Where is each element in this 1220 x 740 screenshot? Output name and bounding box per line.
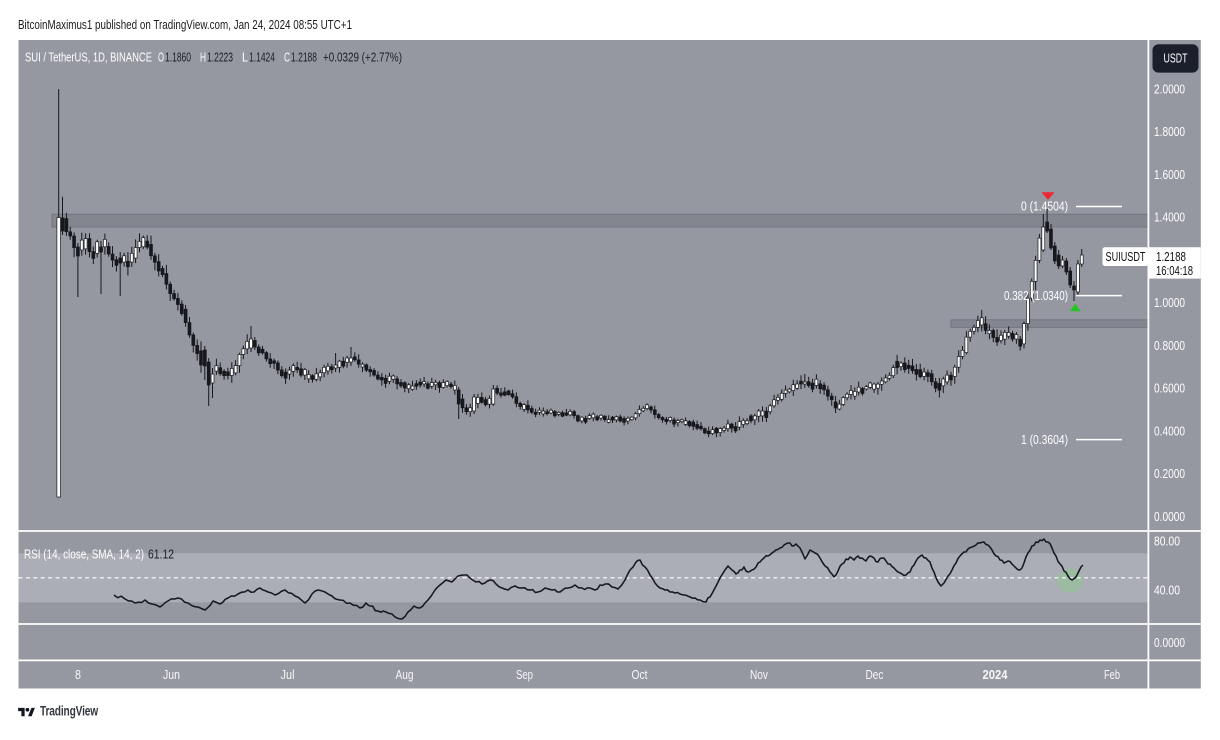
- svg-text:0.4000: 0.4000: [1154, 423, 1185, 438]
- svg-text:16:04:18: 16:04:18: [1156, 264, 1193, 278]
- svg-text:1.2223: 1.2223: [207, 51, 233, 65]
- svg-text:Feb: Feb: [1104, 668, 1120, 682]
- svg-text:0.8000: 0.8000: [1154, 338, 1185, 353]
- svg-text:C: C: [284, 51, 290, 65]
- svg-text:Nov: Nov: [750, 668, 769, 682]
- svg-text:0.6000: 0.6000: [1154, 381, 1185, 396]
- svg-text:2.0000: 2.0000: [1154, 81, 1185, 96]
- svg-text:Oct: Oct: [632, 668, 648, 682]
- svg-text:1.1424: 1.1424: [249, 51, 275, 65]
- svg-text:RSI (14, close, SMA, 14, 2): RSI (14, close, SMA, 14, 2): [24, 548, 144, 562]
- svg-text:USDT: USDT: [1164, 52, 1188, 66]
- svg-text:+0.0329 (+2.77%): +0.0329 (+2.77%): [323, 51, 402, 65]
- svg-text:61.12: 61.12: [148, 548, 174, 562]
- svg-text:O: O: [158, 51, 164, 65]
- svg-text:1.2188: 1.2188: [291, 51, 317, 65]
- svg-text:40.00: 40.00: [1154, 582, 1180, 597]
- svg-text:80.00: 80.00: [1154, 533, 1180, 548]
- svg-text:L: L: [242, 51, 248, 65]
- svg-text:1.2188: 1.2188: [1156, 249, 1186, 264]
- svg-text:0.382 (1.0340): 0.382 (1.0340): [1004, 289, 1068, 303]
- svg-text:TradingView: TradingView: [40, 704, 99, 719]
- svg-text:0.0000: 0.0000: [1154, 509, 1185, 524]
- svg-text:SUI / TetherUS, 1D, BINANCE: SUI / TetherUS, 1D, BINANCE: [25, 51, 152, 65]
- svg-text:Aug: Aug: [396, 668, 414, 682]
- svg-text:2024: 2024: [983, 668, 1008, 682]
- svg-text:0 (1.4504): 0 (1.4504): [1021, 200, 1068, 214]
- svg-text:H: H: [200, 51, 206, 65]
- svg-text:0.2000: 0.2000: [1154, 466, 1185, 481]
- svg-text:Jun: Jun: [163, 668, 180, 682]
- svg-text:1.4000: 1.4000: [1154, 210, 1185, 225]
- svg-text:1.8000: 1.8000: [1154, 124, 1185, 139]
- svg-text:8: 8: [75, 668, 81, 682]
- svg-text:Sep: Sep: [516, 668, 533, 682]
- svg-text:1.1860: 1.1860: [165, 51, 191, 65]
- svg-text:SUIUSDT: SUIUSDT: [1106, 250, 1146, 264]
- svg-text:Dec: Dec: [866, 668, 884, 682]
- svg-text:0.0000: 0.0000: [1154, 635, 1185, 650]
- svg-text:1.0000: 1.0000: [1154, 295, 1185, 310]
- svg-text:1.6000: 1.6000: [1154, 167, 1185, 182]
- svg-text:1 (0.3604): 1 (0.3604): [1021, 433, 1068, 447]
- svg-text:BitcoinMaximus1 published on T: BitcoinMaximus1 published on TradingView…: [18, 17, 352, 32]
- svg-text:Jul: Jul: [281, 668, 295, 682]
